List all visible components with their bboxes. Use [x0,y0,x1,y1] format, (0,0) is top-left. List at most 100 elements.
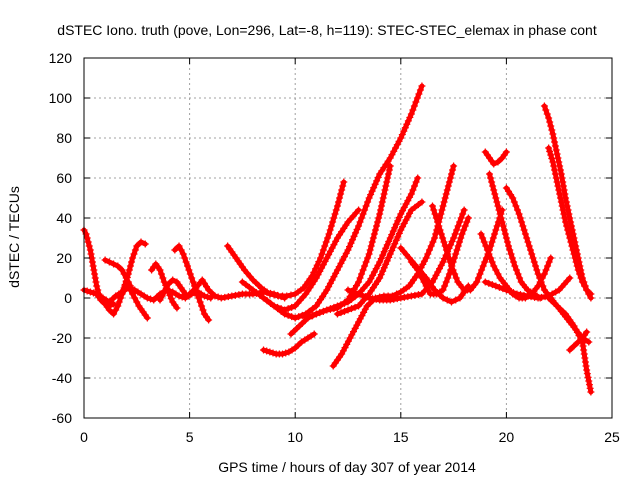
data-point [211,292,219,300]
data-point [374,173,382,181]
data-point [217,294,225,302]
data-point [385,237,393,245]
data-point [407,292,415,300]
data-point [156,296,164,304]
data-point [340,178,348,186]
data-point [574,338,582,346]
data-point [550,134,558,142]
data-point [362,258,370,266]
y-tick-labels: -60 -40 -20 0 20 40 60 80 100 120 [49,50,73,426]
data-point [361,206,369,214]
data-point [178,293,186,301]
data-point [493,222,501,230]
data-point [266,290,274,298]
data-point [407,190,415,198]
data-point [497,214,505,222]
data-point [546,118,554,126]
data-point [346,334,354,342]
data-point [420,257,428,265]
y-tick-label: 120 [49,50,73,66]
data-point [560,210,568,218]
data-point [130,250,138,258]
data-point [489,182,497,190]
data-point [564,226,572,234]
data-point [374,218,382,226]
data-point [339,347,347,355]
data-point [499,285,507,293]
data-point [447,262,455,270]
data-point [448,237,456,245]
data-point [355,290,363,298]
data-point [260,294,268,302]
data-point [528,250,536,258]
data-point [331,210,339,218]
data-point [370,184,378,192]
data-point [439,258,447,266]
data-point [348,305,356,313]
data-point [348,331,356,339]
data-point [310,268,318,276]
data-point [270,302,278,310]
data-point [189,278,197,286]
y-tick-label: 80 [56,130,72,146]
data-point [510,198,518,206]
data-point [388,231,396,239]
data-point [457,214,465,222]
data-point [362,293,370,301]
data-point [412,98,420,106]
data-point [476,270,484,278]
data-point [390,295,398,303]
data-point [583,366,591,374]
data-point [494,158,502,166]
data-point [457,234,465,242]
data-point [552,288,560,296]
data-point [494,202,502,210]
data-point [540,102,548,110]
data-point [483,246,491,254]
data-point [571,254,579,262]
data-point [584,373,592,381]
data-point [175,292,183,300]
data-point [131,294,139,302]
data-point [287,291,295,299]
data-point [558,202,566,210]
data-point [542,266,550,274]
data-point [450,234,458,242]
data-point [394,217,402,225]
data-point [422,254,430,262]
data-point [267,299,275,307]
data-point [441,194,449,202]
data-point [388,247,396,255]
data-point [124,270,132,278]
data-point [435,222,443,230]
data-point [557,170,565,178]
data-point [445,254,453,262]
data-point [502,286,510,294]
data-point [478,266,486,274]
data-point [586,384,594,392]
data-point [110,310,118,318]
data-point [488,281,496,289]
data-point [235,291,243,299]
data-point [432,214,440,222]
data-point [511,262,519,270]
data-point [551,138,559,146]
data-point [458,230,466,238]
data-point [336,194,344,202]
data-point [379,267,387,275]
data-point [481,278,489,286]
data-point [356,218,364,226]
data-point [443,186,451,194]
data-point [358,312,366,320]
data-point [159,274,167,282]
data-point [416,86,424,94]
data-point [491,190,499,198]
data-point [397,134,405,142]
data-point [339,182,347,190]
data-point [350,232,358,240]
data-point [112,306,120,314]
data-point [420,278,428,286]
data-point [551,170,559,178]
data-point [177,246,185,254]
data-point [495,206,503,214]
